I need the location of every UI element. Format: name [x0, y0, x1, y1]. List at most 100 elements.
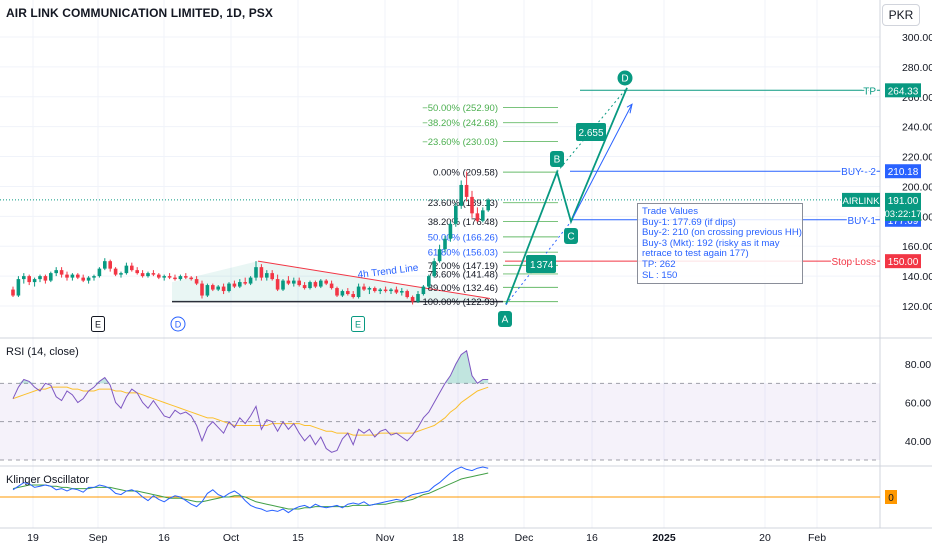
- trade-box-line: TP: 262: [642, 258, 676, 270]
- candle-body: [16, 279, 21, 296]
- fib-level-label: 38.20% (176.48): [428, 217, 498, 228]
- time-tick: 2025: [652, 532, 676, 544]
- candle-body: [394, 289, 399, 293]
- pattern-point: B: [550, 151, 564, 167]
- last-price-value: 191.00: [888, 196, 919, 207]
- projection-arrow-head: [626, 103, 633, 114]
- ratio-ab: 374: [537, 260, 554, 271]
- candle-body: [70, 274, 75, 278]
- candle-body: [292, 280, 296, 284]
- candle-body: [27, 276, 31, 283]
- time-tick: 19: [27, 532, 39, 544]
- candle-body: [470, 196, 474, 214]
- candle-body: [32, 279, 37, 283]
- candle-body: [140, 273, 145, 277]
- candle-body: [162, 276, 166, 278]
- rsi-line: [12, 349, 489, 453]
- candle-body: [432, 261, 436, 277]
- price-tick: 140.00: [902, 271, 932, 283]
- candle-body: [427, 276, 431, 287]
- price-tick: 120.00: [902, 301, 932, 313]
- ratio-bc: 2.655: [578, 128, 603, 139]
- candle-body: [184, 276, 188, 278]
- trendline-4h: [257, 260, 491, 300]
- candle-body: [189, 277, 193, 280]
- point-badge: [498, 311, 512, 327]
- candle-body: [416, 294, 420, 302]
- candle-body: [248, 277, 253, 284]
- fib-level-label: 72.00% (147.19): [428, 261, 498, 272]
- pattern-overlay: D B C A 2.655 1 374 E D E: [91, 70, 633, 332]
- candle-body: [297, 280, 301, 286]
- consolidation-zone: [172, 261, 490, 302]
- point-badge: [564, 228, 578, 244]
- ratio-badge: [526, 255, 556, 273]
- price-pane-drawings: 4h Trend Line −50.00% (252.90) −38.20% (24…: [0, 85, 880, 308]
- price-badge: [885, 254, 921, 269]
- candles: [11, 171, 490, 305]
- dividend-marker: [170, 316, 186, 332]
- candle-body: [157, 274, 161, 278]
- candle-body: [22, 276, 26, 280]
- candle-body: [286, 280, 291, 284]
- rsi-tick: 60.00: [905, 398, 931, 410]
- price-badge-value: 150.00: [888, 257, 919, 268]
- price-badge-value: 177.69: [888, 216, 919, 227]
- time-tick: 15: [292, 532, 304, 544]
- candle-body: [11, 289, 15, 296]
- earnings-marker-letter: E: [355, 320, 361, 330]
- candle-body: [259, 267, 264, 278]
- axes: 80.0060.0040.000300.00280.00260.00240.00…: [27, 32, 932, 544]
- price-tick: 160.00: [902, 241, 932, 253]
- candle-body: [346, 291, 350, 295]
- candle-body: [81, 277, 85, 281]
- time-tick: Oct: [223, 532, 239, 544]
- currency-button[interactable]: PKR: [882, 4, 920, 26]
- candle-body: [486, 199, 490, 211]
- klinger-label: Klinger Oscillator: [6, 474, 90, 486]
- rsi-ma-line: [12, 386, 489, 436]
- candle-body: [65, 274, 69, 278]
- candle-body: [38, 276, 42, 280]
- price-badge: [885, 164, 921, 179]
- candle-body: [481, 210, 485, 221]
- candle-body: [130, 265, 134, 271]
- candle-body: [421, 286, 426, 295]
- grid: [0, 0, 932, 529]
- candle-body: [216, 286, 220, 290]
- time-tick: 18: [452, 532, 464, 544]
- candle-body: [97, 268, 102, 277]
- candle-body: [475, 213, 480, 221]
- candle-body: [151, 273, 156, 275]
- rsi-tick: 80.00: [905, 359, 931, 371]
- point-letter: D: [621, 74, 628, 85]
- pattern-point: C: [564, 228, 578, 244]
- trade-box-line: Buy-1: 177.69 (if dips): [642, 216, 736, 228]
- candle-body: [119, 273, 123, 275]
- klinger-pane: [0, 466, 880, 514]
- projection-arrow: [572, 104, 633, 218]
- fib-level-label: 61.80% (156.03): [428, 248, 498, 259]
- candle-body: [459, 184, 463, 206]
- point-letter: A: [502, 315, 509, 326]
- candle-body: [378, 289, 382, 292]
- earnings-marker: [351, 316, 365, 332]
- fib-level-label: −23.60% (230.03): [422, 137, 498, 148]
- trade-box-line: Buy-2: 210 (on crossing previous HH): [642, 227, 802, 239]
- candle-body: [340, 291, 345, 296]
- symbol-badge: [842, 192, 880, 207]
- fib-level-label: 89.00% (132.46): [428, 283, 498, 294]
- candle-body: [238, 282, 242, 287]
- klinger-line: [12, 466, 489, 514]
- trend-line-label: 4h Trend Line: [357, 263, 419, 281]
- candle-body: [308, 282, 312, 289]
- fib-level-label: 100.00% (122.93): [422, 297, 498, 308]
- time-tick: Feb: [808, 532, 826, 544]
- candle-body: [389, 289, 393, 292]
- candle-body: [270, 273, 274, 280]
- candle-body: [281, 280, 285, 290]
- price-tick: 200.00: [902, 181, 932, 193]
- candle-body: [227, 283, 231, 292]
- dividend-marker-letter: D: [175, 320, 182, 330]
